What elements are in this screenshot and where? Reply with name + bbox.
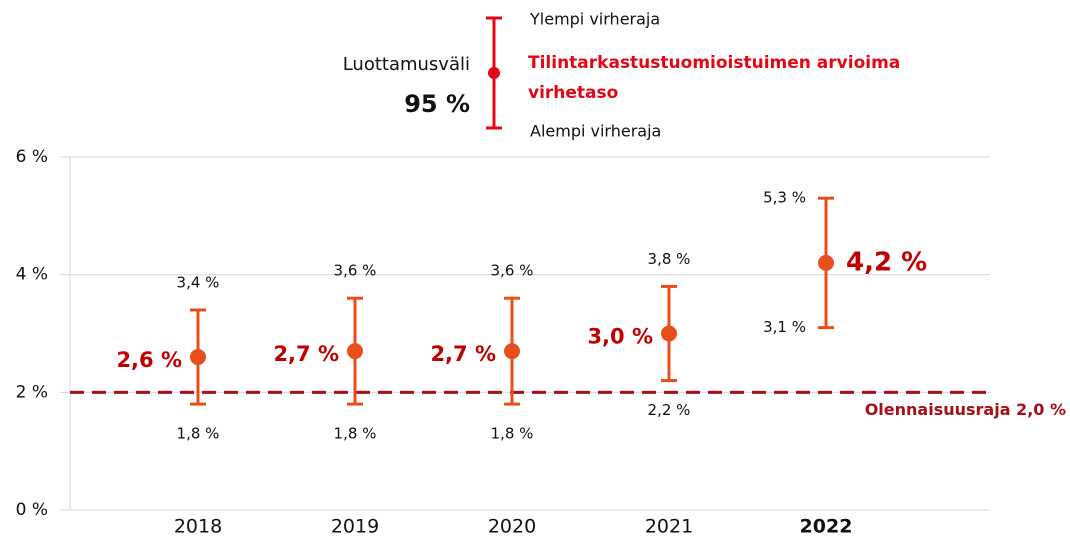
- value-label: 2,7 %: [273, 342, 339, 366]
- legend-title: Luottamusväli: [343, 54, 470, 75]
- value-label: 2,6 %: [116, 348, 182, 372]
- lower-label: 1,8 %: [334, 425, 377, 443]
- legend-level: 95 %: [404, 90, 470, 118]
- point: [504, 343, 520, 360]
- legend-upper: Ylempi virheraja: [529, 10, 660, 29]
- legend-icon: [486, 16, 502, 130]
- y-tick-label: 4 %: [16, 265, 48, 285]
- upper-label: 3,6 %: [334, 262, 377, 280]
- legend-lower: Alempi virheraja: [530, 122, 661, 141]
- upper-label: 3,4 %: [177, 273, 220, 291]
- y-tick-label: 2 %: [16, 382, 48, 402]
- value-label: 3,0 %: [587, 325, 653, 349]
- lower-label: 3,1 %: [763, 318, 806, 336]
- lower-label: 1,8 %: [491, 425, 534, 443]
- y-tick-label: 0 %: [16, 500, 48, 520]
- upper-label: 5,3 %: [763, 189, 806, 207]
- point: [661, 325, 677, 342]
- point: [818, 254, 834, 271]
- lower-label: 2,2 %: [648, 401, 691, 419]
- upper-label: 3,8 %: [648, 250, 691, 268]
- upper-label: 3,6 %: [491, 262, 534, 280]
- legend-point: Tilintarkastustuomioistuimen arvioima vi…: [528, 53, 901, 103]
- x-tick-label: 2019: [331, 516, 379, 538]
- x-tick-label: 2018: [174, 516, 222, 538]
- x-tick-label: 2022: [800, 516, 853, 538]
- x-tick-label: 2021: [645, 516, 693, 538]
- lower-label: 1,8 %: [177, 425, 220, 443]
- x-tick-label: 2020: [488, 516, 536, 538]
- legend-point-box: Tilintarkastustuomioistuimen arvioima vi…: [528, 53, 901, 103]
- threshold-label: Olennaisuusraja 2,0 %: [865, 400, 1066, 419]
- value-label: 4,2 %: [846, 247, 927, 277]
- point: [190, 349, 206, 366]
- point: [347, 343, 363, 360]
- value-label: 2,7 %: [430, 342, 496, 366]
- y-tick-label: 6 %: [16, 147, 48, 167]
